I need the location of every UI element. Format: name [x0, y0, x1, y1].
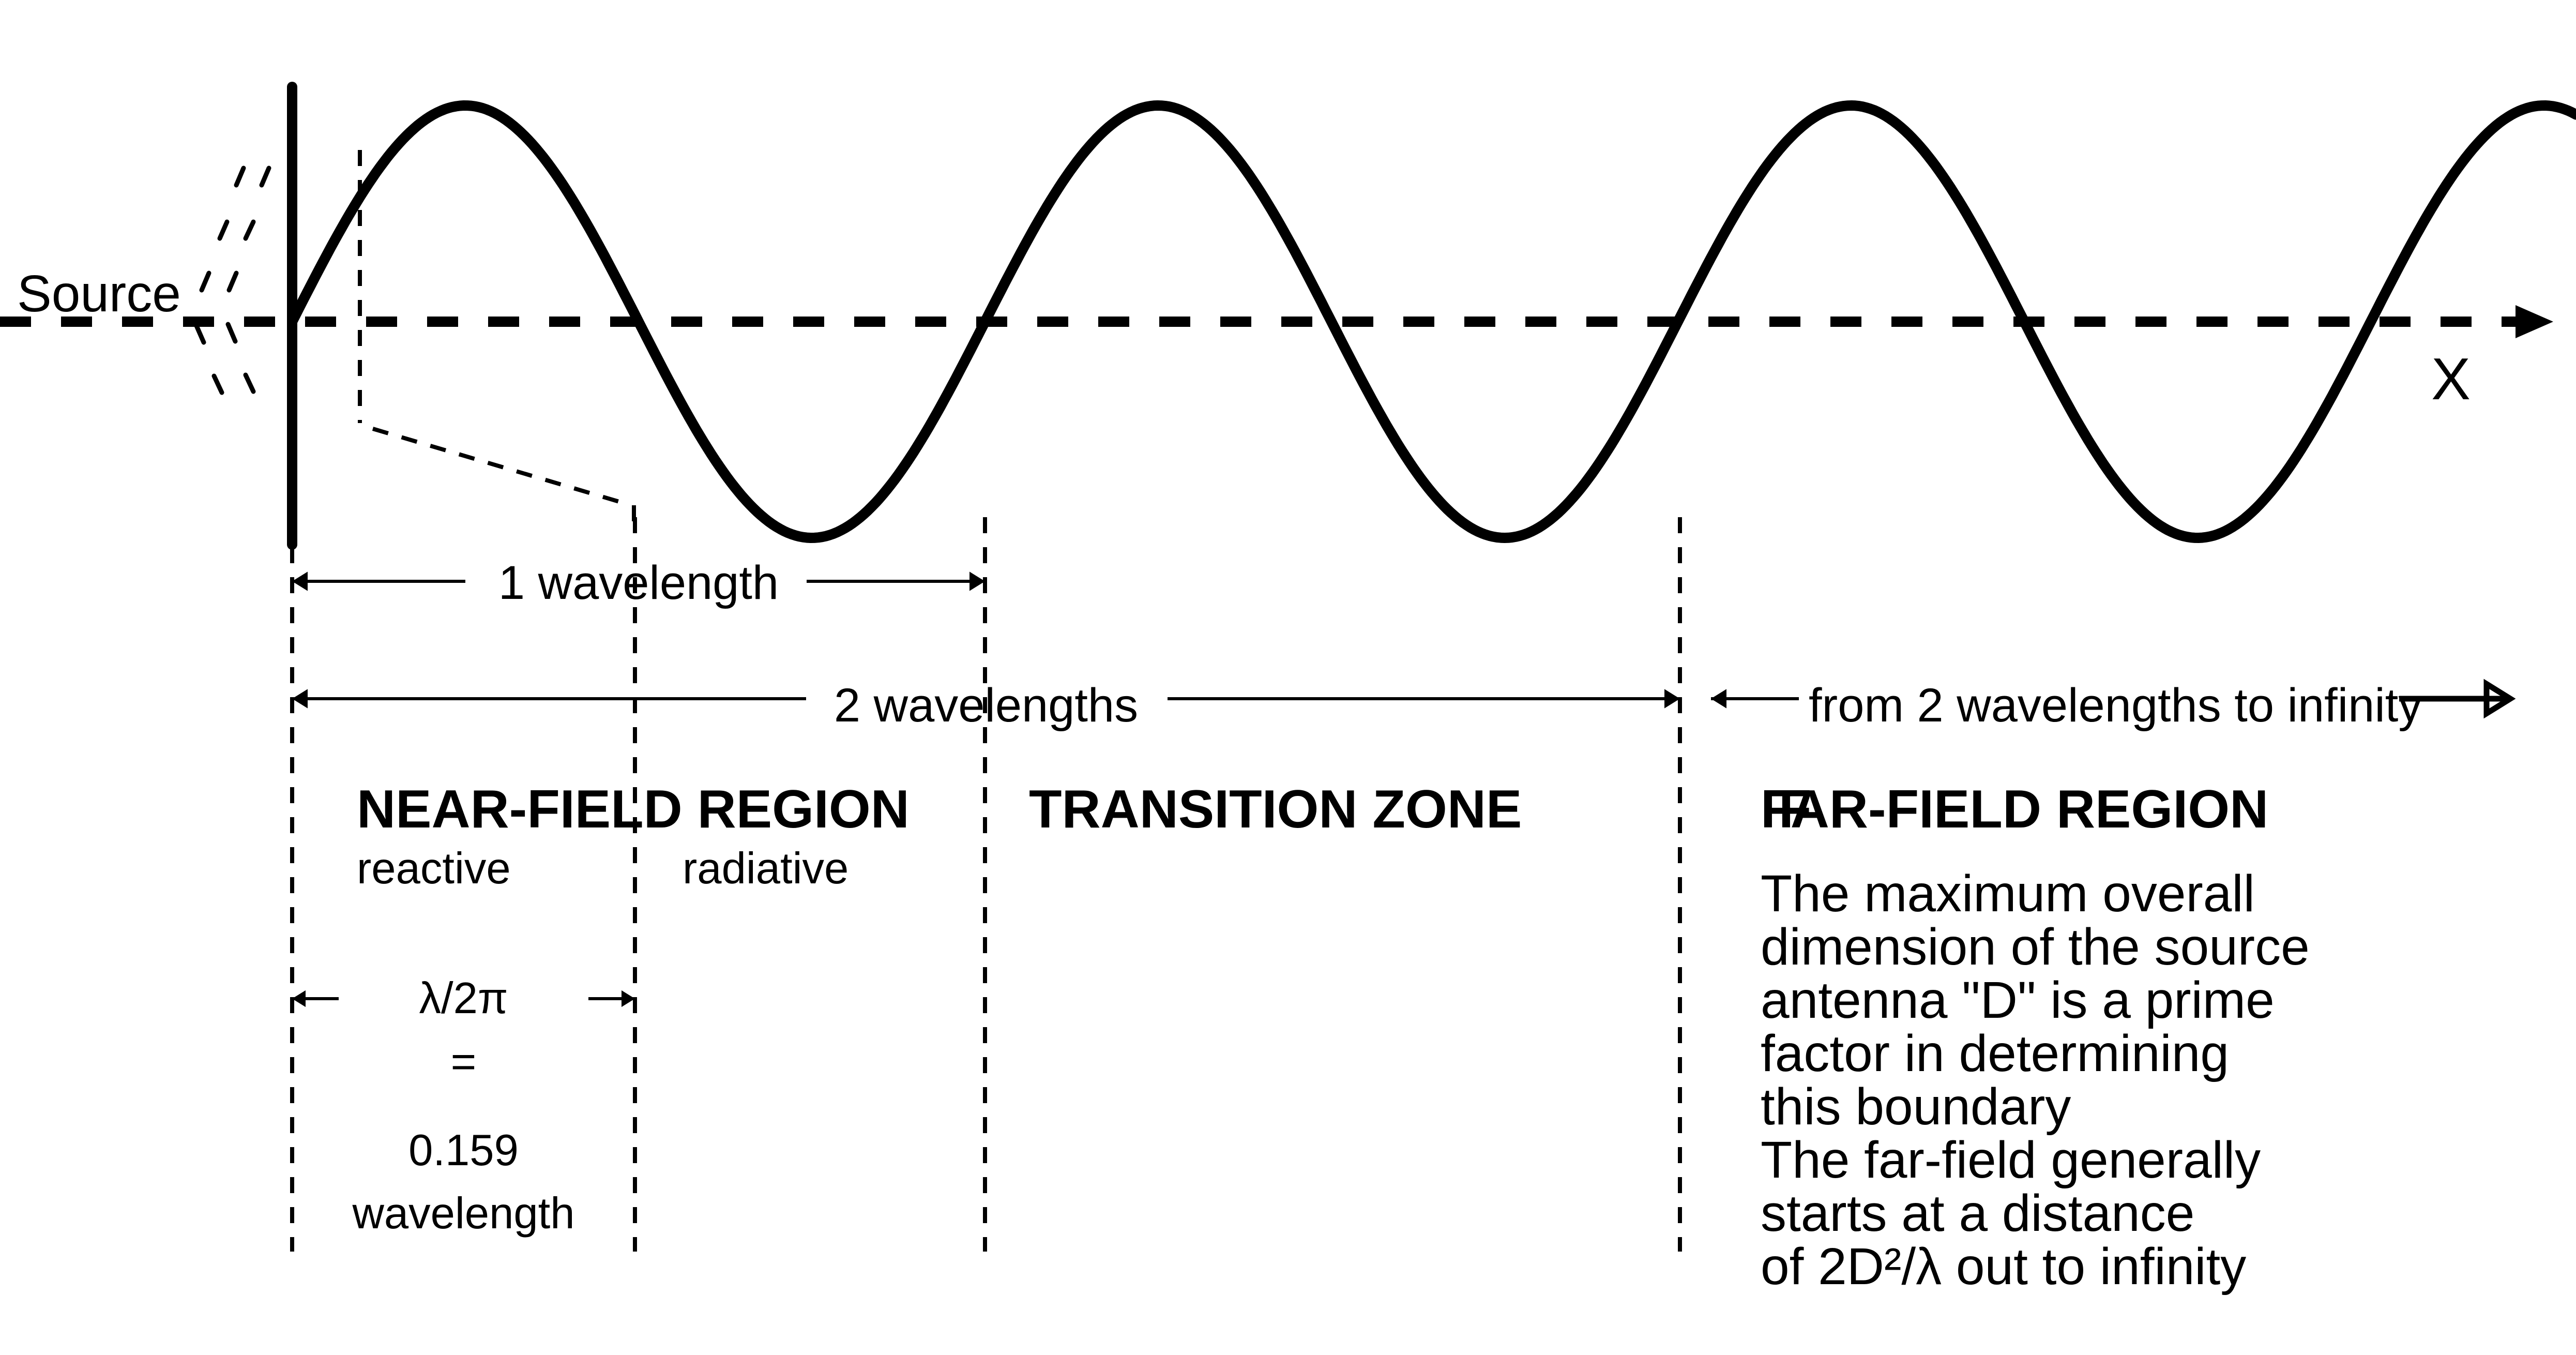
svg-text:antenna "D" is a prime: antenna "D" is a prime	[1761, 971, 2275, 1029]
svg-text:dimension of the source: dimension of the source	[1761, 918, 2310, 976]
svg-text:The far-field generally: The far-field generally	[1761, 1131, 2261, 1189]
svg-text:λ/2π: λ/2π	[419, 974, 508, 1023]
svg-text:F: F	[1779, 779, 1812, 839]
svg-text:1 wavelength: 1 wavelength	[498, 556, 779, 609]
svg-text:reactive: reactive	[357, 844, 511, 893]
svg-text:factor in determining: factor in determining	[1761, 1025, 2229, 1082]
svg-text:wavelength: wavelength	[352, 1189, 574, 1238]
svg-text:X: X	[2431, 347, 2471, 412]
svg-text:The maximum overall: The maximum overall	[1761, 865, 2255, 923]
svg-text:TRANSITION ZONE: TRANSITION ZONE	[1029, 779, 1522, 839]
svg-text:this boundary: this boundary	[1761, 1078, 2071, 1136]
svg-text:from 2 wavelengths to infinity: from 2 wavelengths to infinity	[1809, 679, 2422, 732]
svg-text:Source: Source	[17, 265, 181, 323]
svg-text:starts at a distance: starts at a distance	[1761, 1184, 2194, 1242]
svg-text:radiative: radiative	[683, 844, 848, 893]
svg-text:NEAR-FIELD REGION: NEAR-FIELD REGION	[357, 779, 910, 839]
svg-text:of 2D²/λ out to infinity: of 2D²/λ out to infinity	[1761, 1238, 2246, 1296]
svg-text:2 wavelengths: 2 wavelengths	[834, 679, 1138, 732]
svg-text:FAR-FIELD REGION: FAR-FIELD REGION	[1761, 779, 2268, 839]
svg-text:=: =	[451, 1037, 477, 1087]
svg-text:0.159: 0.159	[408, 1126, 519, 1175]
